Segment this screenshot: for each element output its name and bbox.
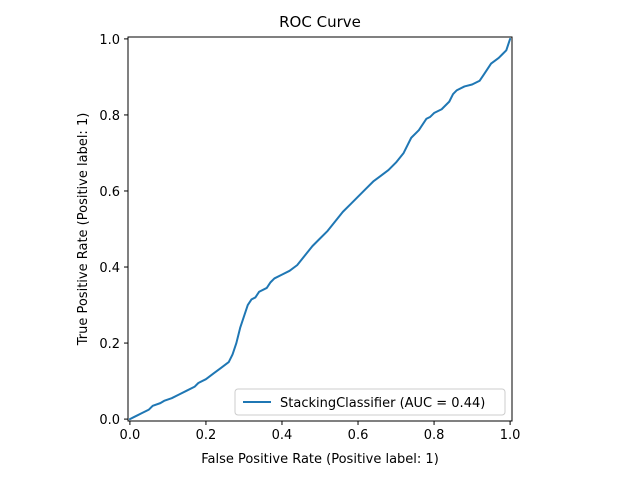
- y-tick-label: 0.0: [99, 413, 120, 428]
- x-tick-label: 0.0: [120, 428, 141, 443]
- chart-title: ROC Curve: [279, 13, 361, 31]
- y-axis-label: True Positive Rate (Positive label: 1): [76, 113, 91, 347]
- x-axis-label: False Positive Rate (Positive label: 1): [201, 452, 439, 467]
- x-axis-ticks: 0.0 0.2 0.4 0.6 0.8 1.0: [120, 421, 521, 443]
- x-tick-label: 1.0: [500, 428, 521, 443]
- x-tick-label: 0.2: [196, 428, 217, 443]
- y-tick-label: 0.2: [99, 337, 120, 352]
- curve-layer: [128, 37, 512, 421]
- y-axis-ticks: 0.0 0.2 0.4 0.6 0.8 1.0: [99, 33, 128, 428]
- y-tick-label: 0.4: [99, 261, 120, 276]
- plot-area: [127, 36, 513, 422]
- axes-frame: [127, 36, 513, 422]
- legend-label: StackingClassifier (AUC = 0.44): [280, 396, 485, 411]
- legend-box: [234, 388, 506, 416]
- roc-curve-line: [128, 37, 512, 421]
- y-tick-label: 1.0: [99, 33, 120, 48]
- legend: StackingClassifier (AUC = 0.44): [234, 388, 506, 416]
- axes-background: [128, 37, 512, 421]
- y-tick-label: 0.6: [99, 185, 120, 200]
- x-tick-label: 0.8: [424, 428, 445, 443]
- x-tick-label: 0.6: [348, 428, 369, 443]
- x-tick-label: 0.4: [272, 428, 293, 443]
- y-tick-label: 0.8: [99, 109, 120, 124]
